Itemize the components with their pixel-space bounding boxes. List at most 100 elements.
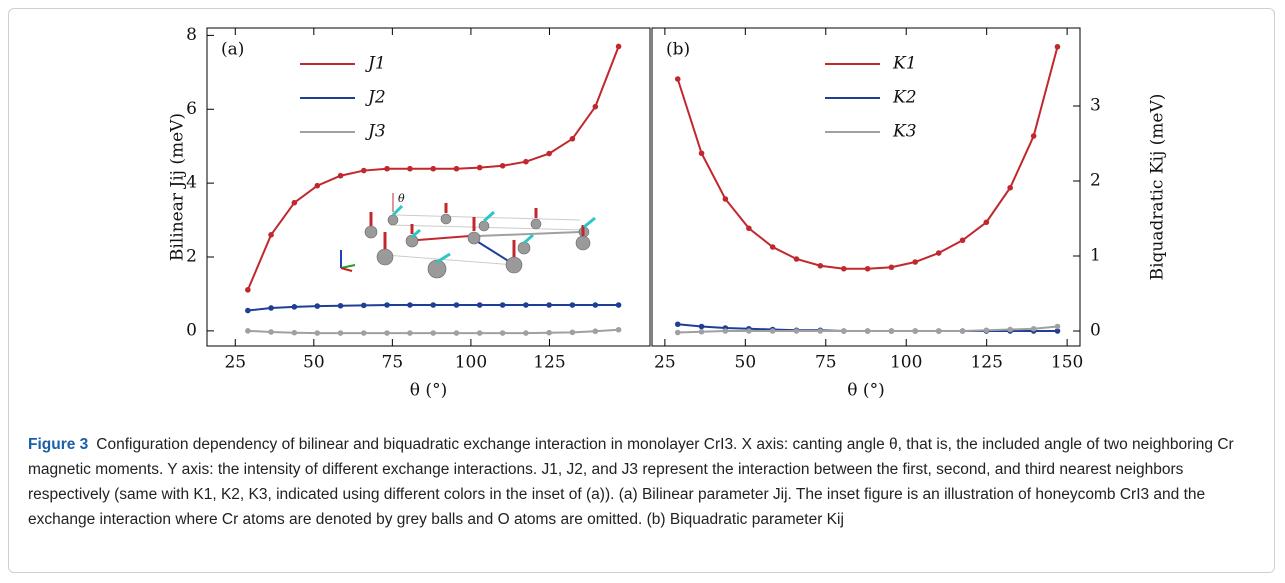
x-tick-label: 100	[455, 353, 487, 373]
y-tick-label: 0	[1090, 321, 1101, 341]
data-point	[523, 302, 529, 308]
data-point	[268, 305, 274, 311]
caption-label: Figure 3	[28, 436, 89, 453]
x-tick-label: 75	[815, 353, 837, 373]
y-tick-label: 3	[1090, 96, 1101, 116]
y-tick-label: 2	[186, 246, 197, 266]
data-point	[983, 219, 990, 226]
data-point	[674, 321, 681, 328]
data-point	[959, 237, 966, 244]
data-point	[793, 328, 800, 334]
data-point	[337, 172, 344, 179]
data-point	[674, 76, 681, 82]
caption-text: Configuration dependency of bilinear and…	[28, 436, 1234, 528]
data-point	[912, 259, 919, 265]
inset-arrow	[417, 235, 471, 241]
x-tick-label: 125	[533, 353, 565, 373]
inset-atoms	[364, 213, 591, 279]
y-tick-label: 6	[186, 99, 197, 119]
data-point	[268, 329, 274, 335]
x-tick-label: 100	[890, 353, 922, 373]
data-point	[592, 103, 599, 110]
caption: Figure 3 Configuration dependency of bili…	[28, 432, 1264, 532]
data-point	[983, 327, 990, 334]
data-point	[746, 225, 752, 232]
data-point	[615, 43, 622, 50]
data-point	[476, 330, 483, 336]
data-point	[569, 302, 576, 308]
data-point	[499, 330, 506, 336]
legend-label: J2	[365, 88, 386, 108]
panel-label: (a)	[221, 40, 244, 60]
data-point	[245, 328, 251, 334]
data-point	[314, 303, 321, 309]
data-point	[722, 196, 729, 202]
x-axis-label: θ (°)	[847, 381, 884, 401]
data-point	[523, 330, 529, 336]
data-point	[615, 302, 622, 308]
data-point	[817, 328, 824, 334]
data-point	[384, 302, 390, 308]
data-point	[430, 165, 437, 172]
data-point	[523, 158, 529, 165]
data-point	[793, 256, 800, 262]
inset-axis	[340, 267, 353, 272]
data-point	[453, 165, 460, 172]
data-point	[430, 330, 437, 336]
inset-spins	[369, 203, 585, 257]
data-point	[746, 328, 752, 334]
x-tick-label: 125	[970, 353, 1002, 373]
data-point	[592, 328, 599, 335]
data-point	[1030, 325, 1037, 332]
data-point	[722, 328, 729, 334]
data-point	[291, 199, 298, 206]
data-point	[817, 262, 824, 269]
data-point	[912, 328, 919, 334]
inset-spins	[391, 204, 596, 264]
data-point	[476, 302, 483, 308]
data-point	[698, 150, 705, 157]
data-point	[360, 330, 367, 336]
data-point	[291, 304, 298, 310]
data-point	[245, 287, 251, 293]
data-point	[546, 302, 552, 308]
data-point	[268, 232, 274, 238]
data-point	[769, 328, 776, 334]
data-point	[864, 328, 871, 334]
data-point	[360, 302, 367, 309]
data-point	[407, 330, 413, 336]
data-point	[1007, 184, 1013, 191]
data-point	[453, 330, 460, 336]
plot-frame	[651, 27, 1081, 347]
y-tick-label: 4	[186, 173, 197, 193]
data-point	[698, 323, 705, 330]
data-point	[935, 328, 942, 334]
y-tick-label: 1	[1090, 246, 1101, 266]
data-point	[546, 150, 552, 157]
series-line	[676, 46, 1059, 270]
data-point	[840, 328, 847, 334]
inset-arrow	[477, 231, 581, 237]
data-point	[1007, 326, 1013, 333]
data-point	[314, 182, 321, 189]
legend-label: J3	[365, 122, 386, 142]
data-point	[430, 302, 437, 308]
legend-label: J1	[365, 54, 386, 74]
plot-frame	[206, 27, 651, 347]
x-tick-label: 75	[382, 353, 404, 373]
data-point	[499, 162, 506, 169]
data-point	[888, 328, 895, 334]
x-tick-label: 50	[303, 353, 325, 373]
data-point	[407, 165, 413, 172]
data-point	[314, 330, 321, 336]
data-point	[888, 264, 895, 271]
inset-bond	[384, 254, 516, 266]
data-point	[698, 328, 705, 335]
figure-frame	[8, 8, 1275, 573]
legend-label: K3	[892, 122, 917, 142]
y-tick-label: 2	[1090, 171, 1101, 191]
data-point	[1054, 328, 1061, 334]
legend-label: K2	[892, 88, 917, 108]
inset: θ	[340, 192, 596, 279]
